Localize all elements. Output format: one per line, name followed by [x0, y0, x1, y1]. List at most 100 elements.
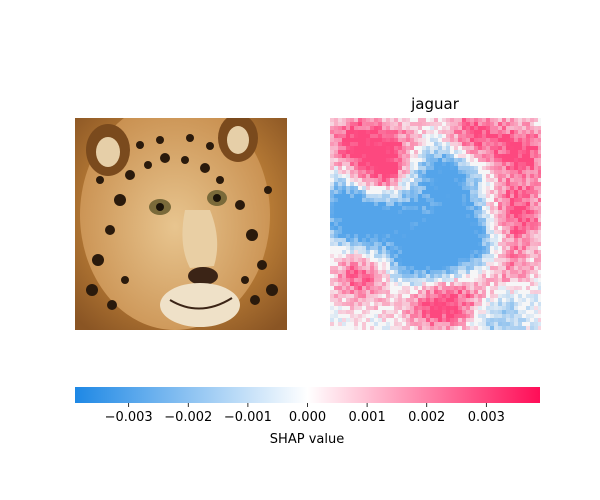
shap-cell [386, 302, 390, 306]
shap-cell [394, 310, 398, 314]
shap-cell [406, 246, 410, 250]
shap-cell [446, 158, 450, 162]
shap-cell [502, 234, 506, 238]
shap-cell [402, 182, 406, 186]
shap-cell [426, 178, 430, 182]
shap-cell [402, 210, 406, 214]
shap-cell [486, 278, 490, 282]
shap-cell [426, 254, 430, 258]
shap-cell [458, 302, 462, 306]
shap-cell [530, 250, 534, 254]
shap-cell [346, 142, 350, 146]
shap-cell [366, 274, 370, 278]
shap-cell [510, 162, 514, 166]
shap-cell [526, 138, 530, 142]
shap-cell [514, 126, 518, 130]
shap-cell [494, 234, 498, 238]
shap-cell [334, 178, 338, 182]
shap-cell [378, 222, 382, 226]
shap-cell [406, 138, 410, 142]
shap-cell [330, 146, 334, 150]
shap-cell [386, 150, 390, 154]
shap-cell [514, 262, 518, 266]
shap-cell [378, 278, 382, 282]
shap-cell [526, 250, 530, 254]
shap-cell [434, 222, 438, 226]
shap-cell [418, 310, 422, 314]
shap-cell [482, 326, 486, 330]
shap-cell [522, 158, 526, 162]
shap-cell [502, 130, 506, 134]
shap-cell [354, 234, 358, 238]
shap-cell [430, 202, 434, 206]
shap-cell [502, 210, 506, 214]
shap-cell [438, 222, 442, 226]
shap-cell [394, 326, 398, 330]
shap-cell [414, 262, 418, 266]
shap-cell [358, 134, 362, 138]
shap-cell [394, 126, 398, 130]
shap-cell [474, 266, 478, 270]
shap-cell [506, 318, 510, 322]
shap-cell [518, 130, 522, 134]
shap-cell [434, 310, 438, 314]
shap-cell [506, 198, 510, 202]
shap-cell [538, 198, 541, 202]
shap-cell [374, 286, 378, 290]
shap-cell [382, 314, 386, 318]
shap-cell [486, 154, 490, 158]
shap-cell [466, 218, 470, 222]
shap-cell [374, 246, 378, 250]
shap-cell [526, 218, 530, 222]
shap-cell [486, 242, 490, 246]
shap-cell [470, 250, 474, 254]
shap-cell [418, 118, 422, 122]
shap-cell [426, 150, 430, 154]
shap-cell [418, 198, 422, 202]
shap-cell [442, 178, 446, 182]
shap-cell [442, 314, 446, 318]
shap-cell [358, 218, 362, 222]
shap-cell [498, 318, 502, 322]
shap-cell [454, 222, 458, 226]
shap-cell [374, 146, 378, 150]
shap-cell [490, 278, 494, 282]
shap-cell [458, 258, 462, 262]
shap-cell [362, 142, 366, 146]
shap-cell [422, 278, 426, 282]
shap-cell [374, 174, 378, 178]
shap-cell [414, 282, 418, 286]
shap-cell [502, 170, 506, 174]
shap-cell [426, 266, 430, 270]
shap-cell [442, 234, 446, 238]
shap-cell [538, 302, 541, 306]
shap-cell [450, 138, 454, 142]
shap-cell [438, 210, 442, 214]
shap-cell [466, 170, 470, 174]
shap-cell [346, 258, 350, 262]
shap-cell [366, 150, 370, 154]
shap-cell [358, 178, 362, 182]
shap-cell [490, 118, 494, 122]
shap-cell [430, 290, 434, 294]
shap-cell [422, 226, 426, 230]
shap-cell [530, 270, 534, 274]
shap-cell [434, 210, 438, 214]
shap-cell [426, 322, 430, 326]
shap-cell [334, 274, 338, 278]
shap-cell [446, 154, 450, 158]
shap-cell [502, 158, 506, 162]
shap-cell [414, 138, 418, 142]
shap-cell [434, 254, 438, 258]
shap-cell [498, 286, 502, 290]
shap-cell [402, 290, 406, 294]
shap-cell [494, 122, 498, 126]
shap-cell [534, 158, 538, 162]
shap-cell [530, 182, 534, 186]
shap-cell [414, 142, 418, 146]
shap-cell [394, 254, 398, 258]
shap-cell [394, 130, 398, 134]
shap-cell [506, 242, 510, 246]
shap-cell [342, 162, 346, 166]
colorbar-tick-label: −0.003 [105, 410, 153, 425]
